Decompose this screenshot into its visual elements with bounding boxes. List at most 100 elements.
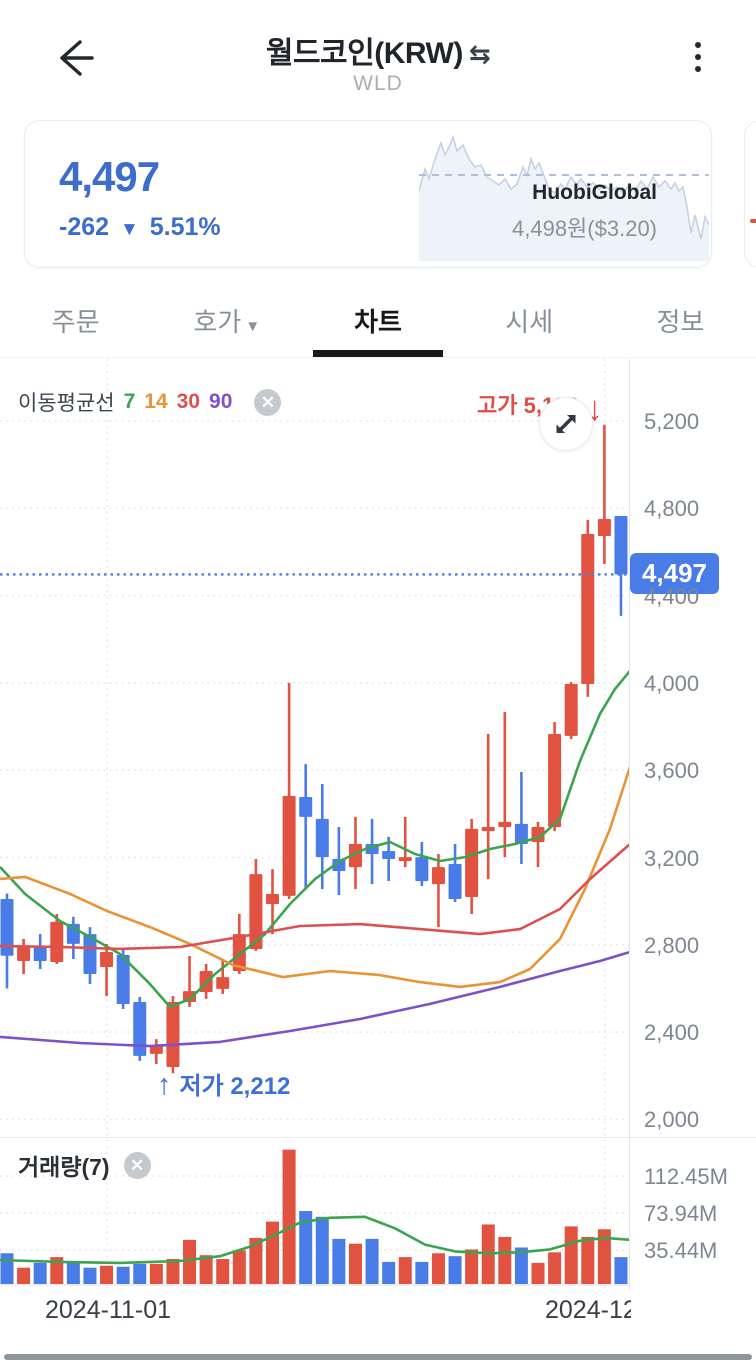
volume-bar [116, 1266, 130, 1284]
candle-body [166, 1001, 180, 1068]
candle-body [315, 818, 329, 858]
volume-bar [597, 1229, 611, 1284]
current-price-badge: 4,497 [630, 553, 719, 595]
candle-body [448, 864, 462, 899]
change-percent: 5.51% [149, 213, 221, 241]
volume-bar [614, 1257, 628, 1284]
active-tab-underline [313, 350, 443, 357]
date-axis: 2024-11-01 2024-12 [0, 1296, 756, 1336]
low-arrow-icon: ↑ [157, 1069, 172, 1101]
candle-body [100, 952, 114, 968]
price-tick-5,200: 5,200 [644, 409, 700, 434]
volume-bar [431, 1253, 445, 1284]
volume-bar [50, 1257, 64, 1284]
volume-bar [531, 1262, 545, 1284]
tab-정보[interactable]: 정보 [605, 284, 756, 357]
app-header: 월드코인(KRW) ⇆ WLD [0, 0, 756, 112]
candle-body [216, 977, 230, 989]
chart-area: 이동평균선 7 14 30 90 ✕ 고가 5,183 ↓ ↑ 저가 2,212 4,4… [0, 359, 756, 1290]
candle-body [232, 934, 246, 971]
candle-body [348, 843, 362, 868]
candle-body [597, 518, 611, 537]
exchange-name: HuobiGlobal [532, 181, 657, 204]
candle-body [481, 826, 495, 832]
volume-bar [282, 1149, 296, 1284]
price-chart[interactable] [0, 359, 630, 1137]
volume-bar [66, 1262, 80, 1284]
sparkline-fill [419, 137, 709, 261]
volume-bar [266, 1221, 280, 1284]
volume-tick-35.44M: 35.44M [644, 1237, 718, 1263]
candle-body [149, 1046, 163, 1054]
candle-body [282, 795, 296, 896]
ma-legend-close-button[interactable]: ✕ [254, 388, 282, 416]
tab-bar: 주문 호가 ▼ 차트 시세 정보 [0, 284, 756, 358]
price-change: -262 ▼ 5.51% [59, 213, 221, 242]
coin-title: 월드코인(KRW) [265, 37, 463, 70]
volume-bar [548, 1252, 562, 1284]
candle-body [249, 874, 263, 949]
more-menu-button[interactable] [676, 30, 720, 84]
candle-body [415, 857, 429, 882]
price-tick-4,800: 4,800 [644, 496, 700, 522]
candle-body [116, 955, 130, 1004]
price-summary-card[interactable]: 4,497 -262 ▼ 5.51% HuobiGlobal 4,498원($3… [24, 120, 712, 268]
price-tick-3,200: 3,200 [644, 845, 700, 871]
coin-symbol: WLD [353, 72, 403, 95]
tab-시세[interactable]: 시세 [454, 284, 605, 357]
ma-line-ma90 [0, 950, 630, 1048]
volume-bar [183, 1239, 197, 1284]
page-title: 월드코인(KRW) ⇆ [0, 28, 756, 72]
volume-bar [415, 1261, 429, 1284]
ma-line-ma30 [0, 843, 630, 951]
tab-주문[interactable]: 주문 [0, 284, 151, 357]
candle-body [266, 893, 280, 904]
volume-chart[interactable] [0, 1140, 630, 1290]
volume-bar [348, 1243, 362, 1284]
caret-down-icon: ▼ [245, 318, 261, 335]
price-tick-2,400: 2,400 [644, 1020, 700, 1046]
candle-body [83, 934, 97, 975]
volume-bar [299, 1211, 313, 1284]
tab-차트[interactable]: 차트 [302, 284, 453, 357]
volume-bar [581, 1236, 595, 1284]
candle-body [514, 823, 528, 844]
candle-body [0, 898, 14, 956]
chart-expand-button[interactable] [539, 397, 593, 451]
price-tick-4,000: 4,000 [644, 670, 700, 696]
ma-period-14: 14 [144, 390, 168, 413]
mini-sparkline [418, 129, 710, 261]
gesture-bar[interactable] [4, 1354, 752, 1360]
expand-icon [556, 415, 576, 433]
low-price-text: 저가 2,212 [179, 1073, 291, 1100]
current-price: 4,497 [59, 153, 160, 200]
volume-bar [166, 1259, 180, 1284]
ma-periods: 7 14 30 90 [124, 390, 242, 414]
tab-호가[interactable]: 호가 ▼ [151, 284, 302, 357]
volume-bar [448, 1256, 462, 1284]
swap-pair-icon[interactable]: ⇆ [468, 39, 491, 69]
candle-body [431, 867, 445, 885]
sparkline-line [418, 134, 710, 240]
exchange-price: 4,498원($3.20) [512, 216, 657, 241]
ma-legend: 이동평균선 7 14 30 90 ✕ [18, 387, 282, 417]
next-exchange-card[interactable] [744, 120, 756, 268]
candle-body [332, 859, 346, 872]
price-tick-2,800: 2,800 [644, 932, 700, 958]
back-button[interactable] [52, 32, 104, 84]
price-tick-2,000: 2,000 [644, 1107, 700, 1133]
candle-body [548, 733, 562, 827]
axis-separator [629, 359, 630, 1290]
ma-period-90: 90 [209, 390, 233, 413]
volume-bar [83, 1267, 97, 1284]
volume-tick-73.94M: 73.94M [644, 1201, 718, 1227]
ma-line-ma14 [0, 766, 630, 989]
volume-legend-close-button[interactable]: ✕ [123, 1151, 151, 1179]
change-amount: -262 [59, 213, 110, 241]
volume-bar [498, 1236, 512, 1284]
price-tick-3,600: 3,600 [644, 758, 700, 784]
kebab-dot [695, 66, 701, 72]
ma-legend-title: 이동평균선 [18, 392, 115, 415]
volume-ma-line [0, 1215, 630, 1265]
kebab-dot [695, 42, 701, 48]
